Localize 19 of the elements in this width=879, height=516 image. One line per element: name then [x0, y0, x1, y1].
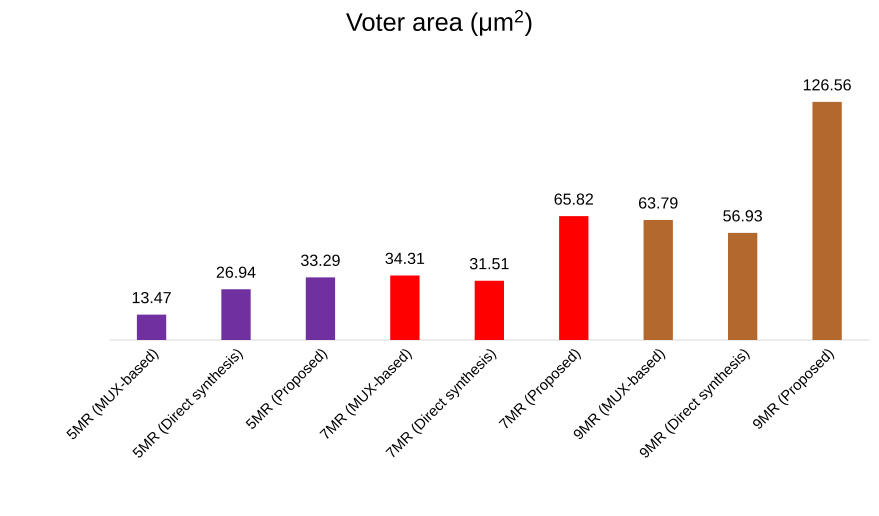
bar — [474, 280, 504, 340]
bar — [728, 232, 758, 340]
data-label: 56.93 — [723, 210, 762, 222]
bar — [390, 275, 420, 340]
bar — [559, 216, 588, 340]
bar — [306, 277, 336, 340]
data-label: 63.79 — [639, 197, 678, 209]
data-label: 13.47 — [132, 292, 171, 304]
data-label: 31.51 — [470, 258, 509, 270]
data-label: 26.94 — [216, 266, 256, 278]
data-label: 34.31 — [385, 252, 424, 264]
bar — [812, 102, 842, 340]
bar — [644, 220, 673, 340]
bar — [221, 289, 251, 340]
chart-title: Voter area (μm$^{2}$) — [346, 10, 532, 36]
data-label: 126.56 — [804, 79, 851, 91]
bar — [136, 314, 166, 340]
data-label: 65.82 — [554, 193, 593, 205]
data-label: 33.29 — [301, 254, 340, 266]
